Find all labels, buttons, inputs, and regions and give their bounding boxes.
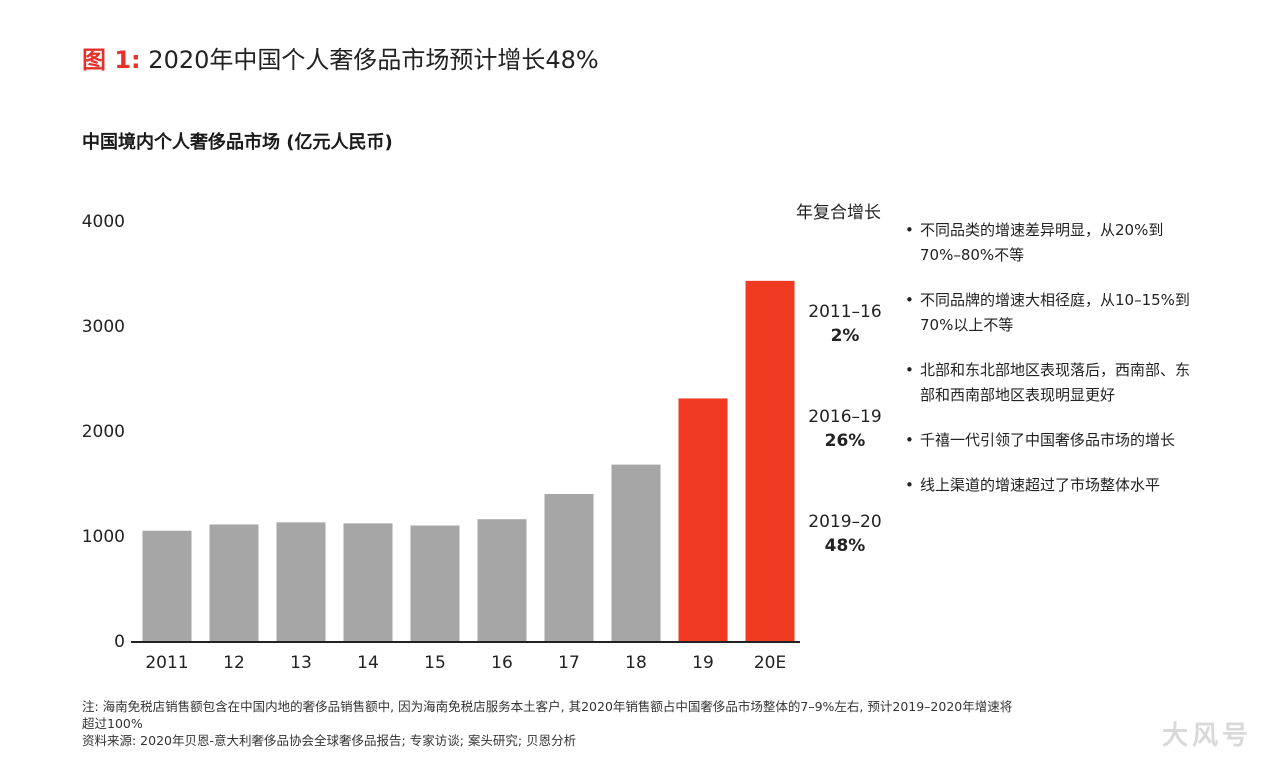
x-tick-label: 14 — [357, 653, 379, 673]
insight-list: 不同品类的增速差异明显，从20%到70%–80%不等 不同品牌的增速大相径庭，从… — [904, 218, 1204, 498]
bar-20E — [745, 280, 795, 641]
bar-14 — [343, 523, 393, 641]
cagr-value: 26% — [824, 431, 866, 451]
y-tick-label: 0 — [114, 632, 125, 652]
y-tick-label: 3000 — [82, 317, 125, 337]
cagr-value: 2% — [830, 326, 860, 346]
bar-12 — [209, 524, 259, 641]
x-tick-label: 16 — [491, 653, 513, 673]
bar-16 — [477, 519, 527, 641]
x-tick-label: 12 — [223, 653, 245, 673]
bar-chart: 0 1000 2000 3000 4000 2011 12 13 14 15 16 17 18 19 20E — [82, 212, 800, 673]
cagr-value: 48% — [824, 536, 866, 556]
insight-item: 北部和东北部地区表现落后，西南部、东部和西南部地区表现明显更好 — [904, 358, 1204, 408]
footnote-note: 注: 海南免税店销售额包含在中国内地的奢侈品销售额中, 因为海南免税店服务本土客… — [82, 699, 1013, 714]
cagr-item: 2016–19 26% — [792, 407, 898, 451]
bar-17 — [544, 494, 594, 641]
bar-15 — [410, 525, 460, 641]
insight-item: 不同品牌的增速大相径庭，从10–15%到70%以上不等 — [904, 288, 1204, 338]
bar-18 — [611, 464, 661, 641]
cagr-item: 2019–20 48% — [792, 512, 898, 556]
y-tick-label: 2000 — [82, 422, 125, 442]
cagr-period: 2016–19 — [808, 407, 882, 427]
x-tick-label: 15 — [424, 653, 446, 673]
x-tick-label: 2011 — [145, 653, 188, 673]
watermark-logo: 大风号 — [1161, 721, 1252, 751]
bar-2011 — [142, 530, 192, 641]
chart-subtitle: 中国境内个人奢侈品市场 (亿元人民币) — [82, 132, 393, 153]
insight-item: 线上渠道的增速超过了市场整体水平 — [904, 473, 1204, 498]
figure-title-text: 2020年中国个人奢侈品市场预计增长48% — [148, 46, 599, 74]
figure-title: 图 1: 2020年中国个人奢侈品市场预计增长48% — [82, 40, 599, 75]
cagr-period: 2019–20 — [808, 512, 882, 532]
x-tick-label: 18 — [625, 653, 647, 673]
footnotes: 注: 海南免税店销售额包含在中国内地的奢侈品销售额中, 因为海南免税店服务本土客… — [82, 698, 1012, 749]
cagr-heading: 年复合增长 — [796, 203, 881, 223]
bar-19 — [678, 398, 728, 641]
x-tick-label: 13 — [290, 653, 312, 673]
cagr-item: 2011–16 2% — [792, 302, 898, 346]
figure-number: 图 1: — [82, 46, 141, 74]
bar-13 — [276, 522, 326, 641]
footnote-source: 资料来源: 2020年贝恩-意大利奢侈品协会全球奢侈品报告; 专家访谈; 案头研… — [82, 733, 577, 748]
y-tick-label: 4000 — [82, 212, 125, 232]
insight-item: 千禧一代引领了中国奢侈品市场的增长 — [904, 428, 1204, 453]
footnote-note-continued: 超过100% — [82, 716, 143, 731]
x-tick-label: 17 — [558, 653, 580, 673]
x-tick-label: 19 — [692, 653, 714, 673]
x-tick-label: 20E — [754, 653, 786, 673]
cagr-period: 2011–16 — [808, 302, 882, 322]
insight-item: 不同品类的增速差异明显，从20%到70%–80%不等 — [904, 218, 1204, 268]
y-tick-label: 1000 — [82, 527, 125, 547]
